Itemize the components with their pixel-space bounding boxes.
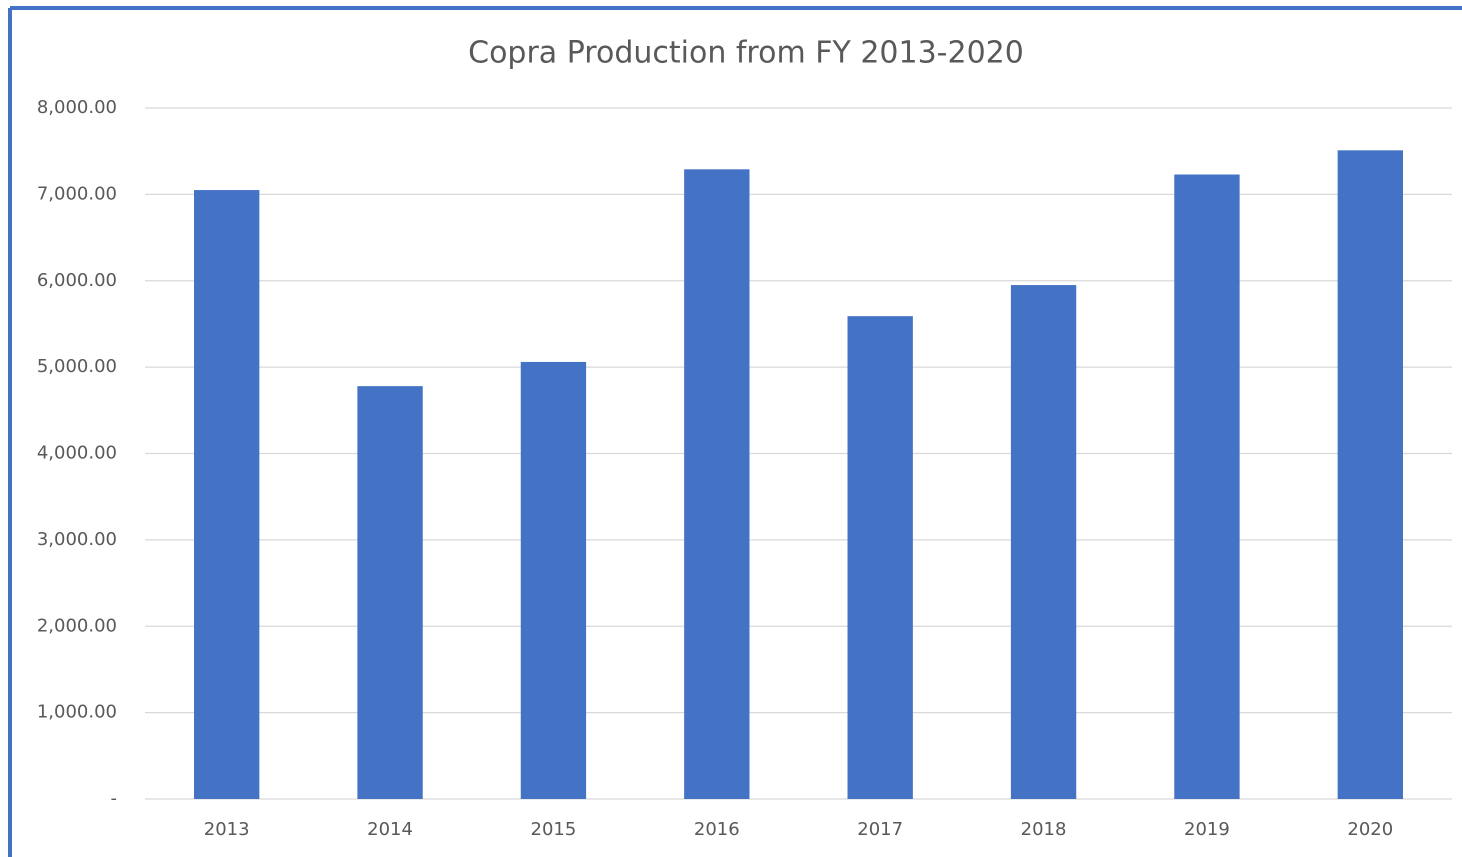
bar <box>357 386 423 799</box>
y-tick-label: 5,000.00 <box>37 356 117 377</box>
bar <box>1337 150 1403 800</box>
bar <box>1174 174 1240 800</box>
x-tick-label: 2018 <box>1021 819 1067 840</box>
bar <box>1010 285 1077 800</box>
y-tick-label: 2,000.00 <box>37 615 117 636</box>
y-tick-label: - <box>111 788 118 809</box>
y-tick-label: 8,000.00 <box>37 97 117 118</box>
bar <box>194 190 260 799</box>
x-tick-label: 2015 <box>531 819 577 840</box>
bar <box>684 169 750 800</box>
y-tick-label: 6,000.00 <box>37 270 117 291</box>
y-tick-label: 3,000.00 <box>37 529 117 550</box>
x-tick-label: 2017 <box>857 819 903 840</box>
x-tick-label: 2013 <box>204 819 250 840</box>
chart-title: Copra Production from FY 2013-2020 <box>468 36 1024 71</box>
y-tick-label: 4,000.00 <box>37 443 117 464</box>
x-tick-label: 2019 <box>1184 819 1230 840</box>
bar <box>847 316 913 799</box>
x-tick-label: 2020 <box>1347 819 1393 840</box>
x-tick-label: 2014 <box>367 819 413 840</box>
y-tick-label: 7,000.00 <box>37 183 117 204</box>
x-tick-label: 2016 <box>694 819 740 840</box>
bar <box>520 361 587 799</box>
y-tick-label: 1,000.00 <box>37 702 117 723</box>
